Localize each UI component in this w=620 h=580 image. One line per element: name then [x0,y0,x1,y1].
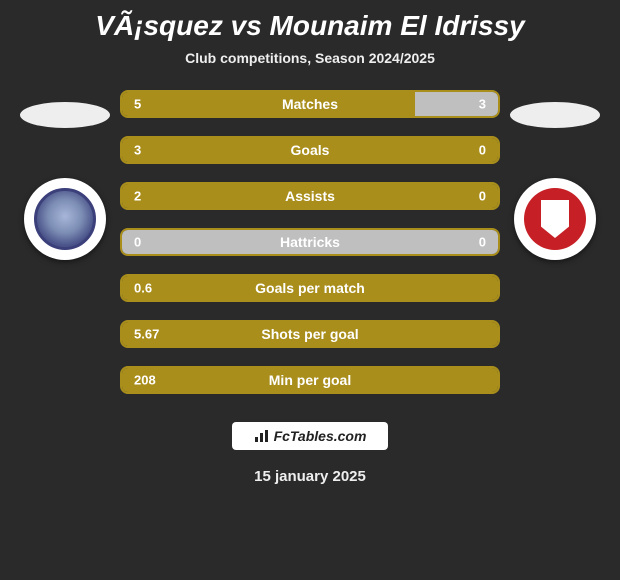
stat-value-right: 0 [479,189,486,204]
comparison-card: VÃ¡squez vs Mounaim El Idrissy Club comp… [0,0,620,580]
club-badge-left [24,178,106,260]
stat-value-left: 0.6 [134,281,152,296]
stat-bar-bg [122,322,498,346]
player-photo-placeholder-left [20,102,110,128]
stat-bars: Matches53Goals30Assists20Hattricks00Goal… [120,90,500,394]
stat-value-left: 208 [134,373,156,388]
stat-row: Assists20 [120,182,500,210]
source-badge: FcTables.com [232,422,389,450]
stat-row: Min per goal208 [120,366,500,394]
stat-value-left: 2 [134,189,141,204]
stat-row: Goals30 [120,136,500,164]
source-text: FcTables.com [274,428,367,444]
stat-value-left: 5.67 [134,327,159,342]
stat-bar-left [122,368,498,392]
stat-value-right: 3 [479,97,486,112]
player-photo-placeholder-right [510,102,600,128]
stat-bar-bg [122,230,498,254]
stat-bar-bg [122,138,498,162]
snapshot-date: 15 january 2025 [254,468,366,485]
right-player-col [500,90,610,260]
stat-value-right: 0 [479,143,486,158]
stat-value-left: 5 [134,97,141,112]
stat-row: Shots per goal5.67 [120,320,500,348]
main-content: Matches53Goals30Assists20Hattricks00Goal… [0,90,620,394]
bar-chart-icon [254,429,270,443]
stat-bar-bg [122,368,498,392]
stat-bar-bg [122,276,498,300]
club-badge-right [514,178,596,260]
season-subtitle: Club competitions, Season 2024/2025 [185,50,435,66]
stat-bar-right [122,230,498,254]
left-player-col [10,90,120,260]
kortrijk-crest-icon [524,188,586,250]
stat-bar-bg [122,184,498,208]
stat-bar-left [122,138,498,162]
stat-bar-left [122,184,498,208]
stat-value-left: 0 [134,235,141,250]
stat-bar-left [122,276,498,300]
stat-value-right: 0 [479,235,486,250]
stat-bar-bg [122,92,498,116]
stat-bar-left [122,322,498,346]
stat-row: Hattricks00 [120,228,500,256]
anderlecht-crest-icon [34,188,96,250]
stat-bar-left [122,92,415,116]
stat-row: Matches53 [120,90,500,118]
page-title: VÃ¡squez vs Mounaim El Idrissy [95,10,524,42]
stat-value-left: 3 [134,143,141,158]
stat-row: Goals per match0.6 [120,274,500,302]
